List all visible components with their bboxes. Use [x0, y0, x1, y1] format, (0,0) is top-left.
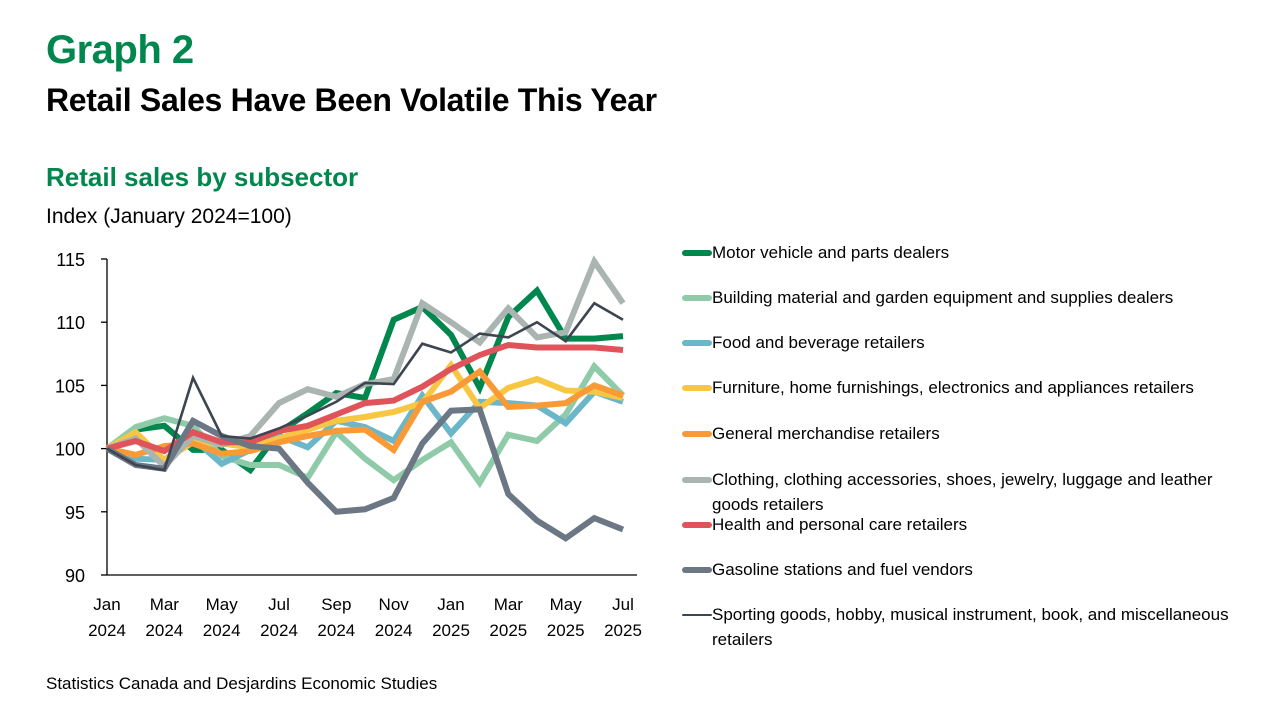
legend-swatch	[682, 431, 712, 437]
x-tick-label: Jan 2024	[88, 595, 126, 640]
legend-label: Clothing, clothing accessories, shoes, j…	[712, 470, 1213, 514]
legend-item: Food and beverage retailers	[682, 330, 1252, 355]
legend-item: Clothing, clothing accessories, shoes, j…	[682, 467, 1252, 517]
x-tick-month: Nov	[379, 595, 410, 614]
x-tick-month: Jan	[437, 595, 464, 614]
legend-swatch	[682, 250, 712, 256]
y-tick-label: 90	[65, 566, 85, 586]
x-tick-year: 2024	[88, 621, 126, 640]
x-tick-month: May	[206, 595, 239, 614]
legend-item: Motor vehicle and parts dealers	[682, 240, 1252, 265]
legend-swatch	[682, 340, 712, 346]
legend-item: Gasoline stations and fuel vendors	[682, 557, 1252, 582]
x-tick-month: May	[550, 595, 583, 614]
legend-label: Building material and garden equipment a…	[712, 288, 1174, 307]
x-tick-label: Jul 2025	[604, 595, 642, 640]
legend-item: Furniture, home furnishings, electronics…	[682, 375, 1252, 400]
legend-swatch	[682, 477, 712, 483]
y-tick-label: 105	[55, 376, 85, 396]
x-tick-year: 2025	[432, 621, 470, 640]
legend-swatch	[682, 295, 712, 301]
graph-title: Retail Sales Have Been Volatile This Yea…	[46, 82, 657, 118]
legend-label: Food and beverage retailers	[712, 333, 925, 352]
x-tick-year: 2024	[375, 621, 413, 640]
x-tick-month: Jan	[93, 595, 120, 614]
legend-swatch	[682, 614, 712, 616]
y-tick-label: 115	[56, 250, 85, 270]
legend-label: Motor vehicle and parts dealers	[712, 243, 950, 262]
legend-item: Sporting goods, hobby, musical instrumen…	[682, 602, 1252, 652]
legend-label: Gasoline stations and fuel vendors	[712, 560, 973, 579]
x-tick-year: 2024	[260, 621, 298, 640]
series-line-8	[106, 301, 624, 472]
legend-item: Building material and garden equipment a…	[682, 285, 1252, 310]
chart-unit-label: Index (January 2024=100)	[46, 205, 292, 228]
chart-subtitle: Retail sales by subsector	[46, 162, 359, 192]
legend-swatch	[682, 385, 712, 391]
series-lines	[105, 255, 626, 542]
x-tick-month: Mar	[150, 595, 180, 614]
x-tick-year: 2025	[604, 621, 642, 640]
legend-label: Sporting goods, hobby, musical instrumen…	[712, 605, 1229, 649]
legend-item: General merchandise retailers	[682, 421, 1252, 446]
x-tick-year: 2025	[547, 621, 585, 640]
source-note: Statistics Canada and Desjardins Economi…	[46, 674, 438, 693]
x-tick-label: Sep 2024	[317, 595, 355, 640]
legend-item: Health and personal care retailers	[682, 512, 1252, 537]
series-line-4	[106, 367, 624, 458]
x-tick-year: 2024	[145, 621, 183, 640]
y-tick-label: 100	[55, 440, 85, 460]
legend-label: Health and personal care retailers	[712, 515, 968, 534]
x-tick-month: Jul	[612, 595, 634, 614]
x-tick-label: Mar 2024	[145, 595, 183, 640]
x-tick-year: 2024	[317, 621, 355, 640]
series-line-6	[106, 341, 624, 455]
x-tick-label: Mar 2025	[489, 595, 527, 640]
x-tick-label: Nov 2024	[375, 595, 413, 640]
y-tick-label: 95	[65, 503, 85, 523]
x-tick-label: May 2025	[547, 595, 585, 640]
x-tick-year: 2024	[203, 621, 241, 640]
legend-swatch	[682, 567, 712, 573]
legend-swatch	[682, 522, 712, 528]
x-tick-year: 2025	[489, 621, 527, 640]
x-tick-month: Sep	[321, 595, 351, 614]
graph-label: Graph 2	[46, 28, 194, 72]
y-tick-label: 110	[56, 313, 85, 333]
x-tick-month: Mar	[494, 595, 524, 614]
x-tick-label: Jan 2025	[432, 595, 470, 640]
x-tick-label: May 2024	[203, 595, 241, 640]
legend-label: Furniture, home furnishings, electronics…	[712, 378, 1194, 397]
x-tick-label: Jul 2024	[260, 595, 298, 640]
x-tick-month: Jul	[268, 595, 290, 614]
series-line-7	[105, 406, 625, 542]
legend-label: General merchandise retailers	[712, 424, 940, 443]
series-line-0	[105, 285, 624, 475]
